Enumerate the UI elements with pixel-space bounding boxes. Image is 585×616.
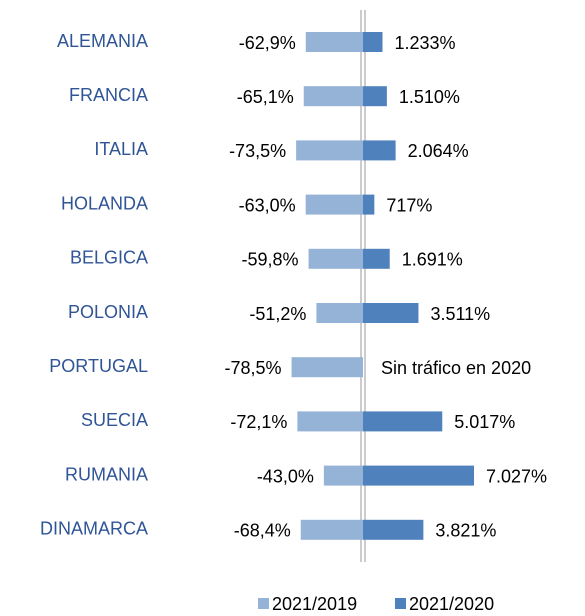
value-label: 5.017% (454, 412, 515, 432)
value-label: -68,4% (234, 521, 291, 541)
category-label: SUECIA (81, 410, 148, 430)
value-label: -65,1% (237, 87, 294, 107)
value-label: -72,1% (230, 412, 287, 432)
legend-swatch (258, 598, 269, 609)
bar (363, 194, 375, 215)
bar (297, 411, 363, 432)
bar (300, 519, 363, 540)
bar (323, 465, 363, 486)
category-label: ITALIA (94, 139, 148, 159)
value-label: -51,2% (249, 304, 306, 324)
category-label: HOLANDA (61, 193, 148, 213)
value-label: -59,8% (242, 250, 299, 270)
value-label: Sin tráfico en 2020 (381, 358, 531, 378)
value-label: 7.027% (486, 466, 547, 486)
bar (363, 86, 387, 107)
value-label: -78,5% (225, 358, 282, 378)
category-label: FRANCIA (69, 85, 148, 105)
value-label: 1.233% (394, 33, 455, 53)
category-label: RUMANIA (65, 464, 148, 484)
bar (305, 194, 363, 215)
legend-swatch (395, 598, 406, 609)
value-label: -43,0% (257, 466, 314, 486)
bar (305, 32, 363, 52)
category-label: DINAMARCA (40, 519, 148, 539)
bar (363, 411, 443, 432)
bar (363, 140, 396, 161)
legend-label: 2021/2020 (409, 594, 494, 614)
value-label: -63,0% (239, 195, 296, 215)
value-label: 1.691% (402, 250, 463, 270)
value-label: -62,9% (239, 33, 296, 53)
bar (303, 86, 363, 107)
bar (363, 303, 419, 323)
value-label: 1.510% (399, 87, 460, 107)
bar (363, 32, 383, 52)
bar (316, 303, 363, 323)
bar (363, 519, 424, 540)
value-label: -73,5% (229, 141, 286, 161)
category-label: BELGICA (70, 248, 148, 268)
bar (291, 357, 363, 378)
value-label: 717% (386, 195, 432, 215)
value-label: 3.821% (435, 521, 496, 541)
bar (308, 248, 363, 269)
value-label: 3.511% (430, 304, 490, 324)
category-label: POLONIA (68, 302, 148, 322)
value-label: 2.064% (408, 141, 469, 161)
bar (296, 140, 363, 161)
category-label: PORTUGAL (49, 356, 148, 376)
legend-label: 2021/2019 (272, 594, 357, 614)
bar (363, 248, 390, 269)
bar (363, 465, 475, 486)
category-label: ALEMANIA (57, 31, 148, 51)
